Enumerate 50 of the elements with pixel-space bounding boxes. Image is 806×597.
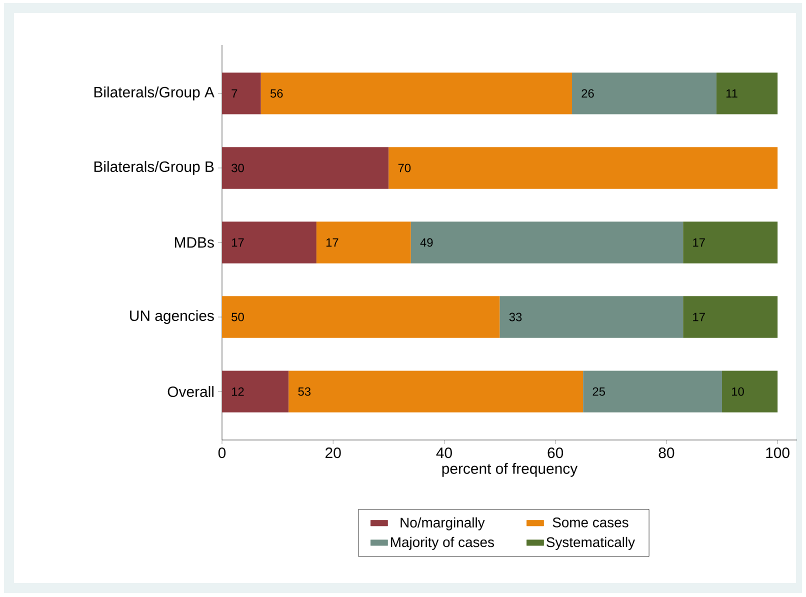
data-label: 17 [693,312,705,322]
data-label: 11 [726,89,738,98]
data-label: 17 [232,238,244,247]
x-tick-label: 0 [218,448,226,458]
bar [683,222,778,264]
bar [572,72,716,114]
bar [722,370,778,412]
legend-label: Majority of cases [391,536,494,550]
y-tick-label: MDBs [175,237,214,248]
y-tick-label: Bilaterals/Group A [94,86,214,100]
data-label: 26 [582,89,594,98]
bar [583,370,722,412]
bar [222,72,261,114]
data-label: 25 [592,387,605,396]
x-tick-label: 60 [548,448,564,458]
bar [222,147,389,189]
bar [288,370,584,412]
data-label: 17 [693,238,705,247]
y-tick-label: UN agencies [130,310,214,324]
x-tick-label: 80 [658,448,674,458]
data-label: 30 [232,164,244,172]
data-label: 33 [509,312,522,322]
data-label: 53 [298,387,311,396]
data-label: 56 [270,89,283,98]
bar [316,222,411,264]
bar [716,72,778,114]
data-label: 7 [232,89,238,98]
data-label: 12 [232,387,244,396]
data-label: 17 [326,238,338,247]
data-label: 49 [420,238,433,247]
data-label: 70 [398,164,411,172]
legend-label: No/marginally [400,517,485,530]
bar [260,72,572,114]
x-tick-label: 100 [766,448,790,458]
bar [683,296,778,338]
data-label: 50 [232,312,244,322]
x-tick-label: 40 [436,448,452,458]
data-label: 10 [732,387,744,396]
legend-label: Some cases [552,517,628,528]
y-tick-label: Bilaterals/Group B [94,161,214,175]
bar [500,296,684,338]
bar [222,296,500,338]
bar [410,222,684,264]
x-axis-title: percent of frequency [442,462,578,477]
bar [388,147,778,189]
bar [222,222,316,264]
x-tick-label: 20 [326,448,341,458]
bar [222,370,289,412]
y-tick-label: Overall [168,386,214,398]
legend-label: Systematically [546,536,636,550]
